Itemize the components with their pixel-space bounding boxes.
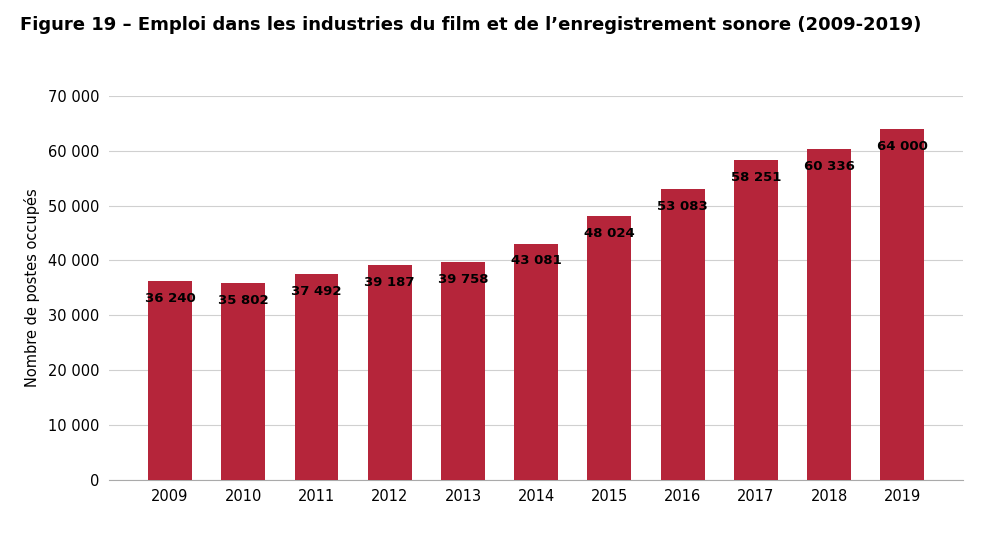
Bar [514,244,558,480]
Text: 60 336: 60 336 [803,160,855,173]
Text: 35 802: 35 802 [217,294,268,308]
Bar [807,149,851,480]
Text: 64 000: 64 000 [877,140,927,153]
Bar [441,262,485,480]
Text: 39 758: 39 758 [438,273,489,286]
Bar [221,284,265,480]
Y-axis label: Nombre de postes occupés: Nombre de postes occupés [24,189,40,387]
Bar [148,281,192,480]
Text: 36 240: 36 240 [145,292,196,305]
Text: 37 492: 37 492 [291,285,342,298]
Text: 39 187: 39 187 [364,276,415,289]
Text: 58 251: 58 251 [731,171,781,184]
Bar [734,160,778,480]
Bar [660,189,705,480]
Text: 48 024: 48 024 [584,228,635,240]
Bar [367,265,412,480]
Text: Figure 19 – Emploi dans les industries du film et de l’enregistrement sonore (20: Figure 19 – Emploi dans les industries d… [20,16,922,34]
Bar [588,216,632,480]
Text: 43 081: 43 081 [510,254,562,268]
Bar [295,274,339,480]
Text: 53 083: 53 083 [657,200,708,213]
Bar [881,129,924,480]
